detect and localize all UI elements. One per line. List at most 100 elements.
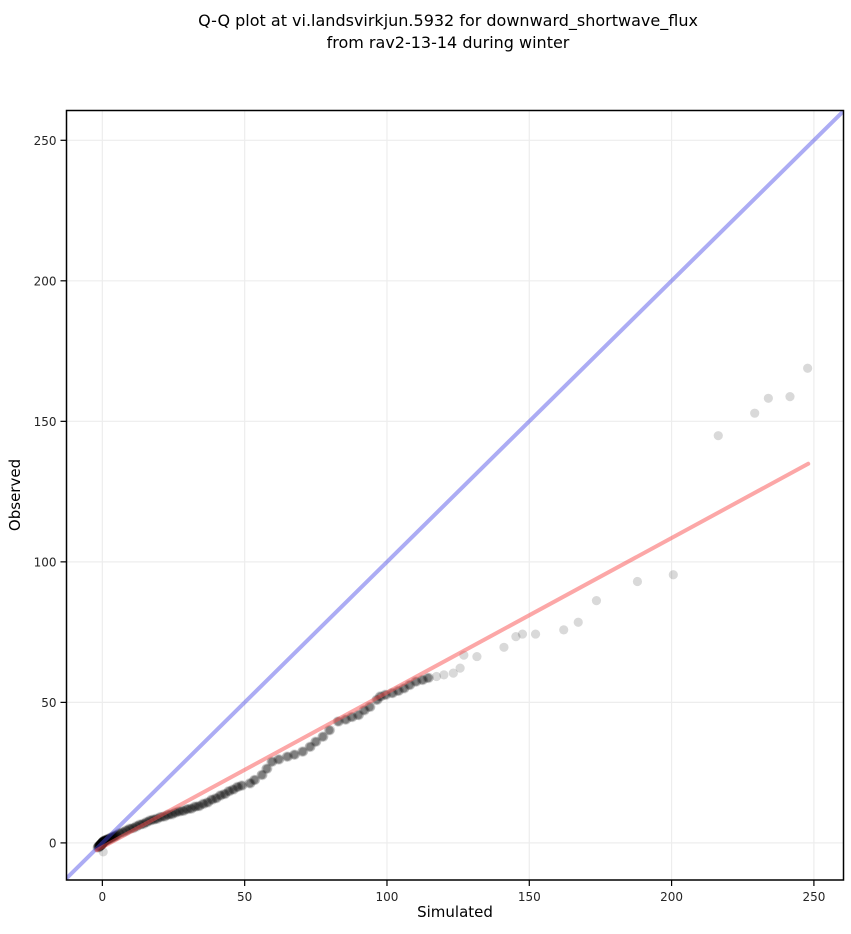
scatter-point — [234, 781, 244, 792]
scatter-point — [318, 732, 328, 742]
scatter-point — [215, 790, 226, 801]
scatter-point — [273, 755, 283, 765]
x-tick-label: 250 — [802, 890, 825, 904]
scatter-point — [179, 805, 189, 816]
scatter-point — [101, 834, 111, 844]
scatter-point — [431, 671, 442, 682]
scatter-point — [283, 751, 294, 761]
scatter-point — [193, 800, 204, 810]
scatter-point — [236, 780, 246, 790]
scatter-point — [365, 702, 376, 713]
scatter-point — [186, 804, 196, 814]
scatter-point — [298, 747, 308, 757]
scatter-point — [288, 750, 298, 760]
x-tick-label: 0 — [99, 890, 107, 904]
scatter-point — [198, 799, 208, 809]
y-tick-label: 200 — [34, 274, 57, 288]
scatter-point — [228, 784, 238, 795]
scatter-point — [311, 737, 321, 748]
scatter-point — [261, 763, 271, 773]
y-tick-label: 0 — [49, 836, 57, 850]
scatter-point — [185, 804, 195, 814]
scatter-point — [212, 793, 222, 803]
scatter-point — [306, 741, 316, 751]
scatter-point — [211, 792, 221, 803]
scatter-point — [223, 787, 233, 797]
scatter-point — [290, 750, 300, 760]
scatter-point — [511, 632, 521, 642]
scatter-point — [195, 802, 205, 812]
scatter-point — [281, 752, 291, 762]
scatter-point — [219, 788, 229, 798]
scatter-point — [224, 786, 234, 796]
y-tick-label: 50 — [41, 696, 56, 710]
scatter-point — [785, 392, 795, 402]
scatter-point — [233, 783, 243, 793]
scatter-point — [244, 778, 255, 788]
scatter-point — [273, 754, 283, 764]
scatter-point — [530, 629, 541, 639]
scatter-point — [258, 770, 268, 781]
scatter-point — [417, 675, 428, 685]
regression-line — [94, 461, 811, 853]
scatter-point — [283, 752, 293, 762]
scatter-point — [237, 780, 247, 791]
scatter-point — [182, 804, 192, 814]
scatter-point — [423, 673, 433, 683]
scatter-point — [232, 781, 242, 791]
scatter-point — [282, 751, 292, 761]
x-tick-label: 50 — [237, 890, 252, 904]
scatter-point — [289, 750, 300, 760]
scatter-point — [248, 775, 259, 785]
scatter-point — [246, 778, 256, 788]
scatter-point — [224, 787, 235, 797]
scatter-point — [274, 755, 284, 765]
scatter-point — [256, 769, 267, 779]
scatter-point — [298, 746, 308, 757]
scatter-point — [422, 673, 432, 683]
scatter-point — [177, 806, 187, 816]
scatter-point — [211, 793, 221, 803]
scatter-point — [238, 780, 248, 790]
scatter-point — [98, 836, 108, 846]
scatter-point — [306, 742, 316, 753]
scatter-point — [236, 781, 246, 791]
scatter-point — [221, 788, 231, 799]
scatter-point — [312, 736, 322, 746]
scatter-point — [171, 808, 181, 818]
scatter-point — [291, 749, 301, 759]
scatter-point — [263, 763, 273, 773]
scatter-point — [803, 363, 813, 373]
scatter-point — [262, 764, 272, 774]
scatter-point — [212, 794, 222, 804]
scatter-point — [319, 731, 329, 741]
scatter-point — [326, 725, 336, 735]
scatter-point — [256, 770, 266, 780]
scatter-point — [189, 802, 199, 812]
scatter-point — [99, 835, 109, 845]
scatter-point — [199, 798, 210, 809]
scatter-point — [289, 749, 299, 759]
scatter-point — [178, 806, 188, 816]
data-layer — [66, 110, 844, 880]
scatter-point — [179, 806, 189, 817]
y-tick-label: 150 — [34, 415, 57, 429]
scatter-point — [400, 684, 410, 694]
scatter-point — [559, 625, 569, 635]
scatter-point — [219, 789, 229, 800]
scatter-point — [223, 785, 234, 796]
scatter-point — [317, 731, 327, 741]
scatter-point — [201, 798, 212, 808]
scatter-point — [472, 651, 482, 662]
scatter-point — [210, 794, 220, 804]
scatter-point — [304, 742, 314, 752]
scatter-point — [175, 807, 185, 817]
scatter-point — [194, 801, 204, 811]
scatter-point — [228, 784, 238, 794]
scatter-point — [100, 835, 110, 845]
scatter-point — [297, 746, 307, 756]
scatter-point — [325, 726, 335, 736]
scatter-point — [229, 785, 239, 795]
scatter-point — [190, 802, 200, 812]
